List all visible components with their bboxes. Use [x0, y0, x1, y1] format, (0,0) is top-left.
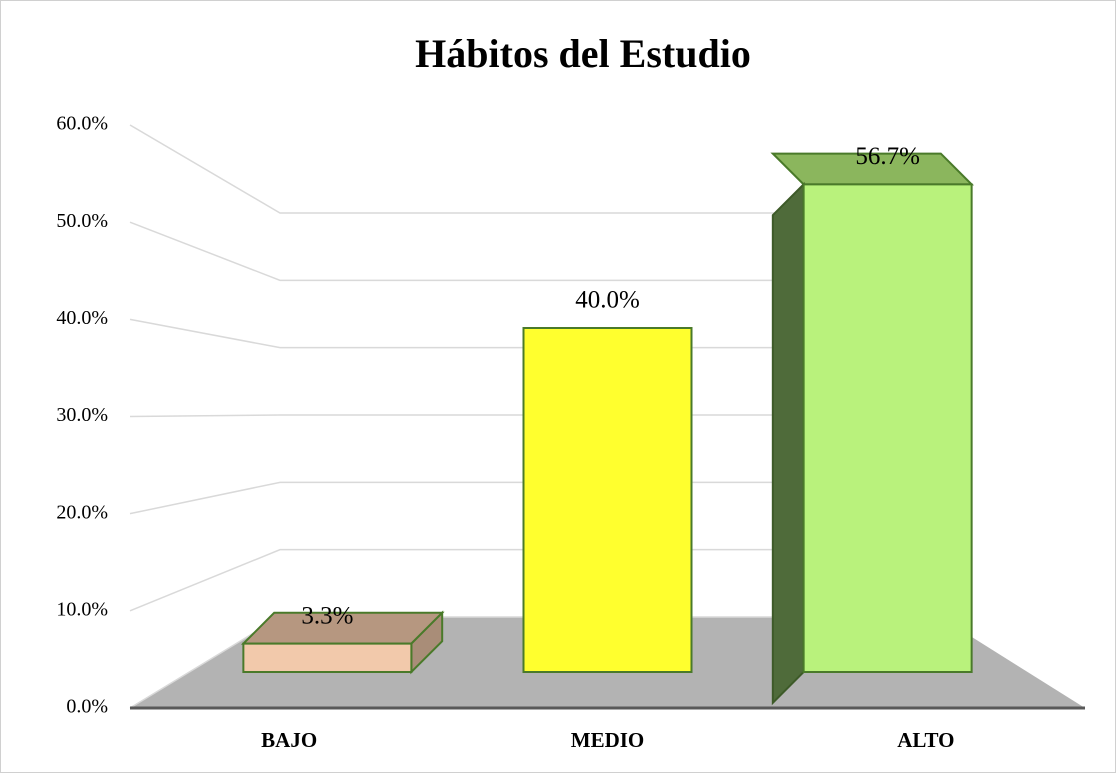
y-tick-label: 10.0%	[56, 598, 108, 620]
y-tick-label: 0.0%	[66, 696, 108, 718]
y-tick-label: 20.0%	[56, 501, 108, 523]
y-tick-label: 30.0%	[56, 404, 108, 426]
x-tick-label: MEDIO	[571, 728, 645, 752]
value-label: 56.7%	[855, 143, 920, 170]
grid-line	[129, 548, 940, 612]
value-label: 40.0%	[575, 287, 640, 314]
y-tick-label: 40.0%	[56, 307, 108, 329]
bar-front	[522, 327, 693, 673]
value-label: 3.3%	[301, 602, 353, 629]
grid-line	[129, 124, 940, 214]
grid-line	[129, 318, 940, 349]
grid-line	[129, 221, 940, 282]
grid-line	[129, 414, 940, 418]
bar-side	[771, 181, 805, 706]
bar	[522, 327, 693, 673]
bar-front	[242, 642, 413, 673]
bar-front	[802, 183, 973, 673]
grid-line	[129, 481, 940, 515]
x-tick-label: ALTO	[897, 728, 954, 752]
y-tick-label: 50.0%	[56, 210, 108, 232]
x-tick-label: BAJO	[261, 728, 317, 752]
chart-title: Hábitos del Estudio	[415, 31, 751, 76]
bar	[770, 152, 975, 706]
y-tick-label: 60.0%	[56, 113, 108, 135]
bar	[240, 610, 445, 675]
